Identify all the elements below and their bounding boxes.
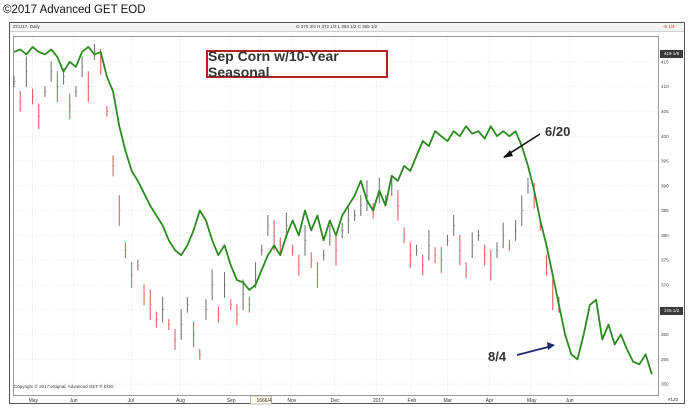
x-tick-label: Aug [176, 398, 185, 404]
arrow-8-4 [516, 345, 553, 356]
x-tick-label: 2017 [373, 398, 384, 404]
y-tick-label: 390 [661, 183, 669, 188]
arrow-8-4-head [547, 342, 555, 350]
arrow-6-20-head [503, 150, 513, 158]
y-tick-label: 350 [661, 382, 669, 387]
chart-title: Sep Corn w/10-Year Seasonal [208, 48, 339, 80]
x-tick-label: Feb [408, 398, 417, 404]
y-tick-label: 360 [661, 332, 669, 337]
annotation-8-4: 8/4 [488, 349, 507, 364]
y-tick-label: 375 [661, 258, 669, 263]
y-tick-label: 380 [661, 233, 669, 238]
x-tick-selected-box [250, 395, 272, 405]
y-tick-label: 400 [661, 134, 669, 139]
x-tick-label: Nov [287, 398, 296, 404]
annotation-6-20: 6/20 [545, 124, 571, 139]
y-tick-label: 395 [661, 159, 669, 164]
copyright-label: Copyright © 2017 eSignal, Advanced GET ®… [14, 384, 114, 389]
chart-frame: ZCU17, Daily O 370 3/4 H 372 1/2 L 364 1… [9, 22, 685, 405]
app-title: ©2017 Advanced GET EOD [3, 4, 146, 16]
y-tick-label: 365 [661, 307, 669, 312]
seasonal-line [13, 46, 653, 375]
plot-area[interactable] [13, 36, 659, 396]
x-tick-label: May [29, 398, 39, 404]
y-tick-label: 415 [661, 59, 669, 64]
x-tick-label: Mar [443, 398, 452, 404]
x-tick-label: Sep [227, 398, 236, 404]
x-tick-label: Jun [69, 398, 77, 404]
x-tick-label: Jul [128, 398, 134, 404]
x-tick-label: Dec [331, 398, 340, 404]
chart-title-box: Sep Corn w/10-Year Seasonal [206, 48, 388, 80]
frame-toolbar [10, 23, 684, 32]
price-tag-last: 365 1/2 [660, 307, 683, 315]
ohlc-readout: O 370 3/4 H 372 1/2 L 364 1/2 C 365 1/2 [296, 24, 378, 29]
x-tick-label: May [527, 398, 537, 404]
y-tick-label: 405 [661, 109, 669, 114]
y-tick-label: 385 [661, 208, 669, 213]
y-tick-label: 355 [661, 357, 669, 362]
y-tick-label: 410 [661, 84, 669, 89]
price-axis[interactable]: 419 1/8 365 1/2 [659, 36, 684, 396]
x-tick-label: 1666/4 [256, 398, 272, 404]
price-tag-top: 419 1/8 [660, 50, 683, 58]
bar-count-label: #120 [668, 397, 679, 402]
y-tick-label: 370 [661, 283, 669, 288]
x-tick-label: Apr [486, 398, 494, 404]
x-tick-label: Jun [565, 398, 573, 404]
symbol-label: ZCU17, Daily [13, 24, 40, 29]
change-readout: -5 1/4 [663, 24, 675, 29]
date-axis[interactable] [13, 395, 659, 405]
